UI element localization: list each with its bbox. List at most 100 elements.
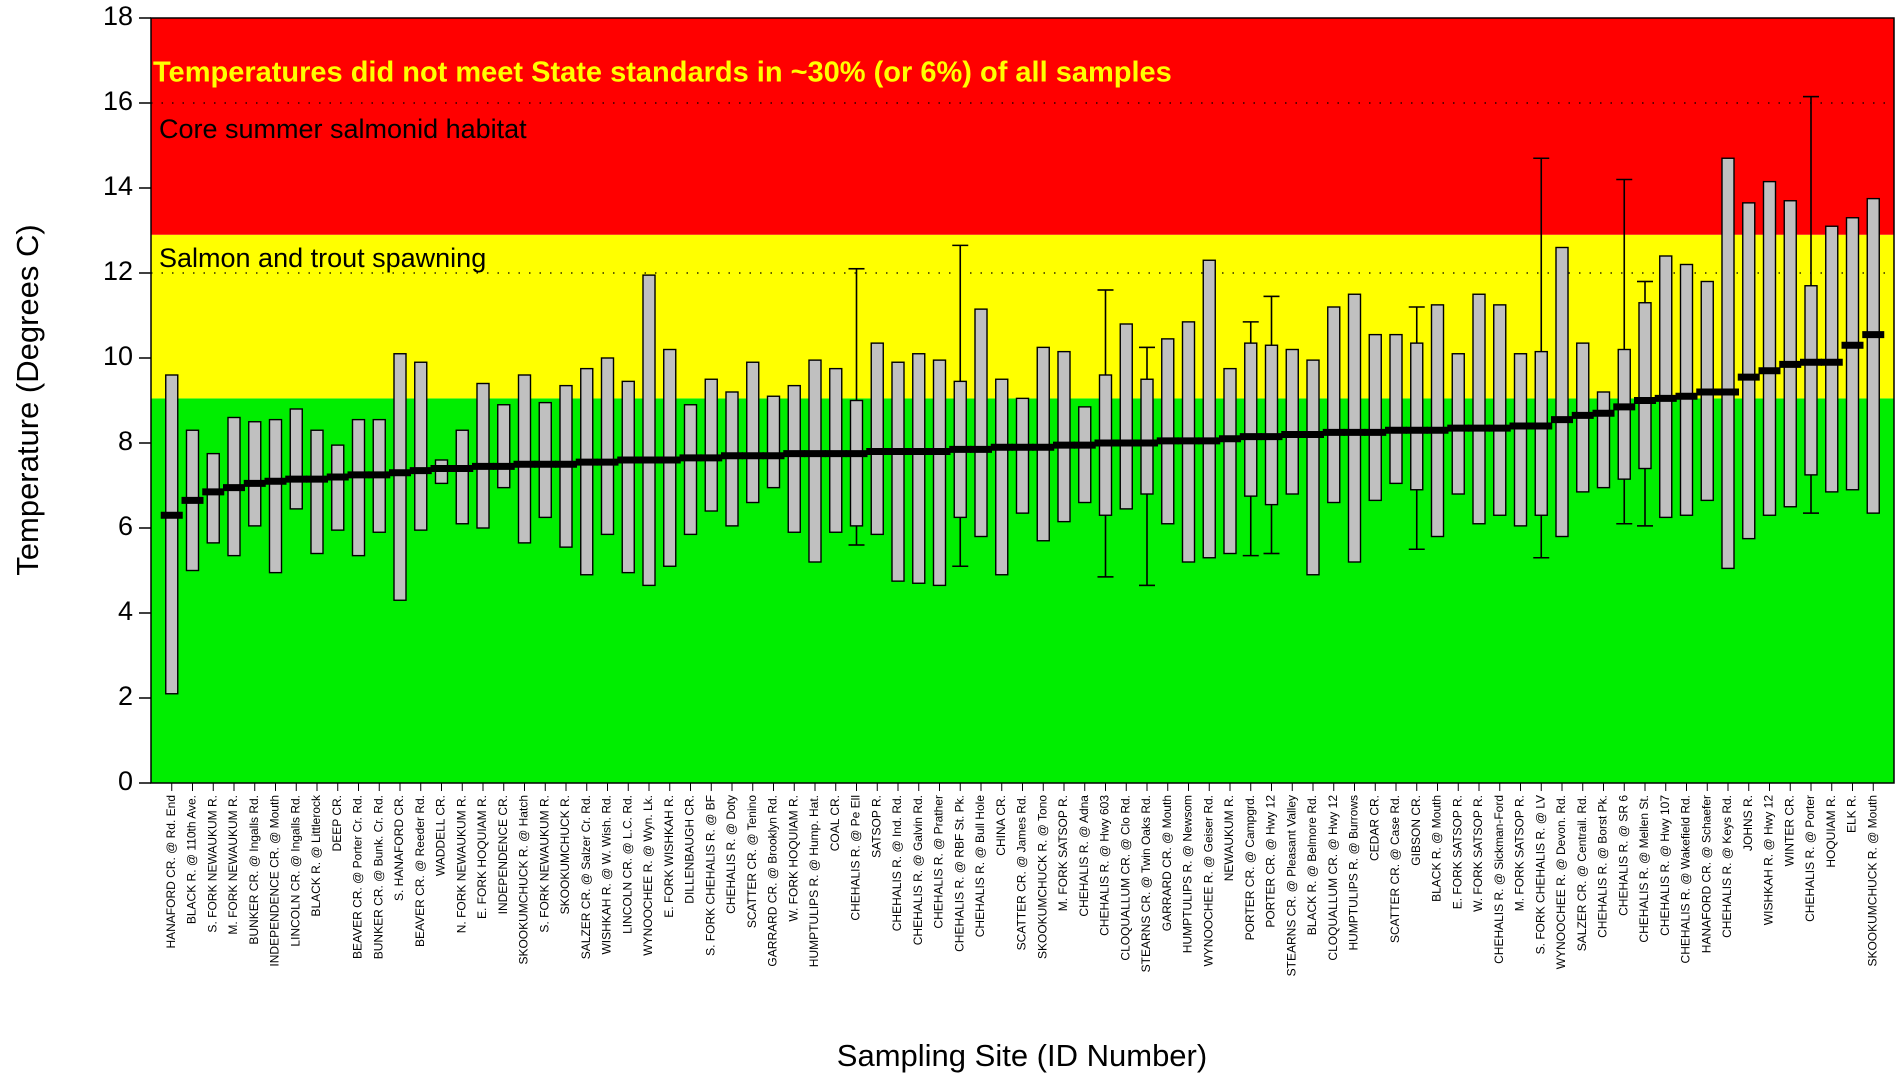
- x-tick-label: CHEHALIS R. @ Hwy 603: [1098, 795, 1112, 936]
- box: [746, 361, 760, 504]
- x-tick-label: E. FORK SATSOP R.: [1450, 795, 1464, 909]
- box: [1783, 200, 1797, 508]
- box: [310, 429, 324, 555]
- x-tick-label: JOHNS R.: [1741, 795, 1755, 851]
- x-tick-label: NEWAUKUM R.: [1222, 795, 1236, 881]
- y-axis-label: Temperature (Degrees C): [10, 224, 45, 575]
- box: [995, 378, 1009, 576]
- box: [1679, 263, 1694, 516]
- x-tick-label: CHEHALIS R. @ Adna: [1077, 795, 1091, 917]
- x-tick-label: SKOOKUMCHUCK R.: [558, 795, 572, 914]
- box: [891, 361, 905, 582]
- x-tick-label: STEARNS CR. @ Twin Oaks Rd.: [1139, 795, 1153, 972]
- box: [1555, 246, 1569, 538]
- box: [1285, 348, 1299, 495]
- box: [1410, 342, 1424, 491]
- x-tick-label: CHEHALIS R. @ Pe Ell: [849, 795, 863, 921]
- box: [766, 395, 781, 489]
- x-tick-label: SCATTER CR. @ Case Rd.: [1388, 795, 1402, 943]
- box: [1721, 157, 1735, 570]
- x-tick-label: CHEHALIS R. @ SR 6: [1616, 795, 1630, 916]
- x-tick-label: HUMPTULIPS R. @ Newsom: [1181, 795, 1195, 953]
- box: [870, 342, 884, 536]
- x-tick-label: CHEHALIS R. @ Bull Hole: [973, 795, 987, 938]
- box: [1430, 304, 1445, 538]
- box: [1742, 202, 1756, 540]
- x-tick-label: CHEHALIS R. @ Wakefield Rd.: [1679, 795, 1693, 963]
- box: [1244, 342, 1258, 497]
- x-tick-label: SKOOKUMCHUCK R. @ Hatch: [517, 795, 531, 965]
- box: [538, 401, 552, 519]
- y-tick-label: 8: [118, 426, 133, 456]
- x-tick-label: GARRARD CR. @ Mouth: [1160, 795, 1174, 931]
- box: [517, 374, 532, 544]
- box: [1451, 353, 1465, 495]
- x-tick-label: BLACK R. @ 110th Ave.: [185, 795, 199, 924]
- zone-label: Salmon and trout spawning: [159, 243, 486, 273]
- x-tick-label: ELK R.: [1845, 795, 1859, 833]
- x-tick-label: COAL CR.: [828, 795, 842, 851]
- x-tick-label: HUMPTULIPS R. @ Hump. Hat.: [807, 795, 821, 967]
- box: [497, 404, 511, 489]
- x-tick-label: SALZER CR. @ Centrail. Rd.: [1575, 795, 1589, 951]
- box: [912, 353, 926, 584]
- x-tick-label: BEAVER CR. @ Reeder Rd.: [413, 795, 427, 947]
- y-tick-label: 6: [118, 511, 133, 541]
- x-tick-label: CHEHALIS R. @ Sickman-Ford: [1492, 795, 1506, 964]
- y-tick-label: 0: [118, 766, 133, 796]
- box: [1659, 255, 1673, 519]
- x-tick-label: CHEHALIS R. @ RBF St. Pk.: [952, 795, 966, 952]
- x-tick-label: S. FORK NEWAUKUM R.: [537, 795, 551, 933]
- box: [600, 357, 615, 536]
- x-tick-label: GIBSON CR.: [1409, 795, 1423, 866]
- box: [808, 359, 822, 563]
- zone-band: [151, 234, 1894, 399]
- x-tick-label: DEEP CR.: [330, 795, 344, 851]
- x-tick-label: CHEHALIS R. @ Ind. Rd.: [890, 795, 904, 931]
- x-tick-label: CHEHALIS R. @ Prather: [932, 795, 946, 929]
- x-tick-label: CHEHALIS R. @ Keys Rd.: [1720, 795, 1734, 938]
- box: [331, 444, 345, 531]
- box: [393, 353, 407, 601]
- box: [932, 359, 947, 587]
- box: [476, 382, 490, 529]
- box: [787, 384, 801, 533]
- x-tick-label: CHINA CR.: [994, 795, 1008, 856]
- box: [580, 367, 594, 576]
- x-tick-label: SALZER CR. @ Salzer Cr. Rd.: [579, 795, 593, 959]
- box: [849, 399, 864, 527]
- x-tick-label: GARRARD CR. @ Brooklyn Rd.: [766, 795, 780, 967]
- x-tick-label: S. HANAFORD CR.: [392, 795, 406, 901]
- x-tick-label: WINTER CR.: [1782, 795, 1796, 866]
- box: [1347, 293, 1362, 563]
- y-tick-label: 4: [118, 596, 133, 626]
- x-tick-label: CLOQUALLUM CR. @ Clo Rd.: [1118, 795, 1132, 961]
- box: [1078, 406, 1092, 504]
- box: [1493, 304, 1507, 516]
- x-tick-label: BEAVER CR. @ Porter Cr. Rd.: [351, 795, 365, 959]
- box: [1804, 285, 1818, 476]
- y-tick-label: 16: [103, 86, 133, 116]
- box: [1617, 348, 1631, 480]
- x-tick-label: WISHKAH R. @ W. Wish. Rd.: [600, 795, 614, 955]
- x-tick-label: CLOQUALLUM CR. @ Hwy 12: [1326, 795, 1340, 961]
- box: [455, 429, 469, 525]
- box: [268, 418, 283, 574]
- y-tick-label: 2: [118, 681, 133, 711]
- x-tick-label: CHEHALIS R. @ Mellen St.: [1637, 795, 1651, 943]
- box: [1327, 306, 1341, 504]
- box: [1119, 323, 1133, 510]
- box: [1534, 350, 1548, 516]
- box: [1202, 259, 1216, 559]
- x-tick-label: S. FORK CHEHALIS R. @ LV: [1533, 795, 1547, 954]
- x-tick-label: N. FORK NEWAUKUM R.: [454, 795, 468, 933]
- x-tick-label: HANAFORD CR. @ Rd. End: [164, 795, 178, 949]
- box: [165, 374, 179, 695]
- zone-band: [151, 18, 1894, 235]
- x-tick-label: CHEHALIS R. @ Doty: [724, 795, 738, 914]
- box: [1866, 197, 1880, 514]
- box: [974, 308, 988, 538]
- x-tick-label: WYNOOCHEE R. @ Geiser Rd.: [1201, 795, 1215, 967]
- box: [289, 408, 303, 510]
- x-tick-label: CHEHALIS R. @ Hwy 107: [1658, 795, 1672, 936]
